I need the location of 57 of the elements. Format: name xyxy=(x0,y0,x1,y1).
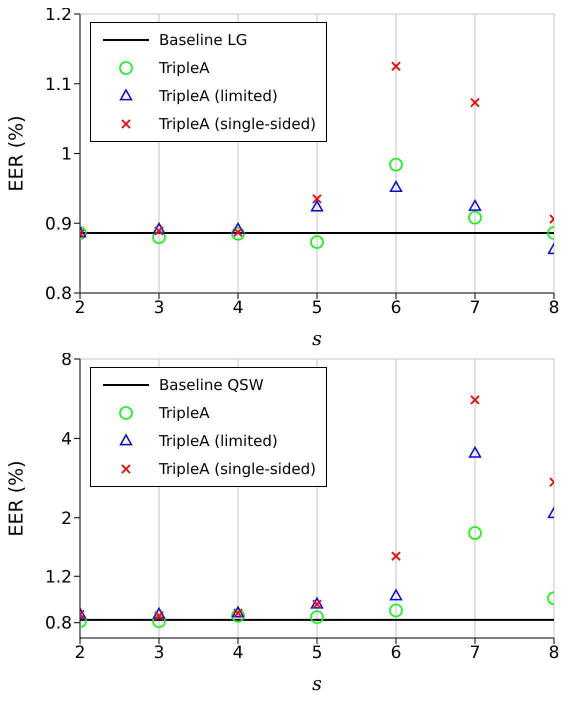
point xyxy=(312,194,322,204)
y-tick-label: 0.9 xyxy=(44,214,72,234)
y-tick-label: 2 xyxy=(61,508,72,529)
point xyxy=(470,98,480,108)
y-axis-title: EER (%) xyxy=(6,115,28,192)
x-tick-label: 2 xyxy=(74,298,86,318)
legend-label: Baseline LG xyxy=(159,31,248,49)
point xyxy=(152,230,166,244)
x-tick-label: 3 xyxy=(154,298,164,318)
x-tick-label: 6 xyxy=(390,298,402,318)
y-tick-label: 1.2 xyxy=(44,567,72,588)
legend-label: TripleA xyxy=(159,59,210,77)
legend-label: Baseline QSW xyxy=(159,376,264,394)
x-tick-label: 7 xyxy=(470,298,480,318)
legend-label: TripleA (limited) xyxy=(159,432,278,450)
point xyxy=(470,394,480,405)
point xyxy=(468,210,482,224)
point xyxy=(232,222,244,234)
y-tick-label: 4 xyxy=(61,429,72,450)
x-tick-label: 5 xyxy=(312,298,322,318)
x-tick-label: 2 xyxy=(74,643,86,664)
point xyxy=(231,226,245,240)
x-tick-label: 4 xyxy=(232,643,244,664)
x-tick-label: 7 xyxy=(470,643,480,664)
y-tick-label: 0.8 xyxy=(44,284,72,304)
point xyxy=(390,180,402,192)
x-axis-title: s xyxy=(312,673,322,695)
point xyxy=(231,609,245,623)
y-tick-label: 1.1 xyxy=(44,74,72,95)
point xyxy=(152,222,166,234)
point xyxy=(310,200,324,212)
x-tick-label: 4 xyxy=(232,298,244,318)
x-axis-title: s xyxy=(312,328,322,350)
y-tick-label: 0.8 xyxy=(44,614,72,634)
legend-label: TripleA (single-sided) xyxy=(159,460,316,478)
x-tick-label: 8 xyxy=(548,643,560,664)
point xyxy=(152,608,166,619)
point xyxy=(390,589,402,600)
y-tick-label: 1 xyxy=(61,144,72,165)
legend-label: TripleA (single-sided) xyxy=(159,115,316,133)
point xyxy=(468,526,482,540)
point xyxy=(152,614,166,628)
x-tick-label: 6 xyxy=(390,643,402,664)
x-tick-label: 5 xyxy=(312,643,322,664)
legend-label: TripleA xyxy=(159,404,210,422)
point xyxy=(391,551,401,562)
point xyxy=(389,604,403,618)
x-tick-label: 8 xyxy=(548,298,560,318)
point xyxy=(468,200,482,211)
point xyxy=(389,158,403,172)
legend-label: TripleA (limited) xyxy=(159,87,278,105)
y-axis-title: EER (%) xyxy=(6,460,28,537)
point xyxy=(468,446,482,458)
x-tick-label: 3 xyxy=(154,643,164,664)
point xyxy=(310,610,324,624)
point xyxy=(310,235,324,249)
point xyxy=(391,61,401,72)
